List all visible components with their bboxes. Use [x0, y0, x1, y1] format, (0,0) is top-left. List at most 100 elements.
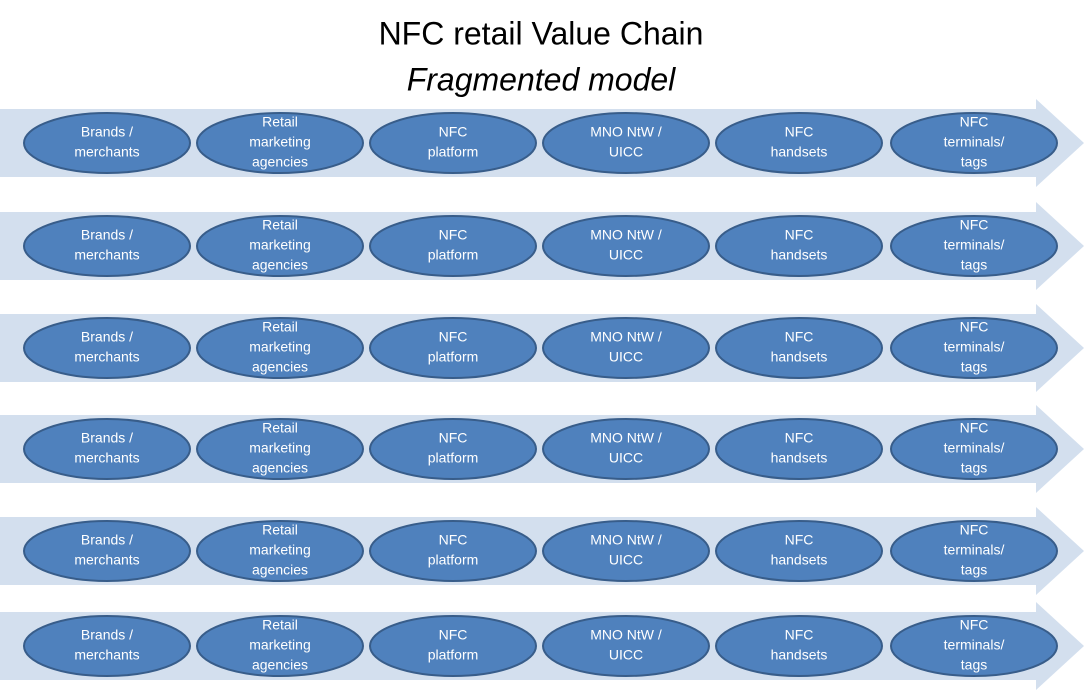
node-label: platform [428, 349, 479, 365]
node-label: agencies [252, 359, 308, 375]
node-label: merchants [74, 144, 139, 160]
node-label: NFC [785, 430, 814, 446]
node-label: tags [961, 154, 987, 170]
node-label: agencies [252, 562, 308, 578]
subtitle: Fragmented model [407, 61, 676, 97]
node-label: agencies [252, 657, 308, 673]
node [715, 418, 883, 480]
node-label: terminals/ [944, 542, 1005, 558]
node [23, 215, 191, 277]
node-label: NFC [439, 532, 468, 548]
node [715, 317, 883, 379]
node-label: terminals/ [944, 134, 1005, 150]
node [715, 520, 883, 582]
node-label: UICC [609, 144, 643, 160]
node-label: platform [428, 247, 479, 263]
node-label: marketing [249, 237, 310, 253]
node-label: NFC [439, 329, 468, 345]
node [890, 317, 1058, 379]
node-label: MNO NtW / [590, 329, 662, 345]
node [369, 215, 537, 277]
node-label: NFC [960, 319, 989, 335]
node-label: marketing [249, 542, 310, 558]
node-label: UICC [609, 647, 643, 663]
node-label: tags [961, 657, 987, 673]
node-label: terminals/ [944, 637, 1005, 653]
node-label: marketing [249, 339, 310, 355]
node-label: agencies [252, 257, 308, 273]
node-label: NFC [785, 627, 814, 643]
node-label: merchants [74, 647, 139, 663]
node-label: handsets [771, 144, 828, 160]
node-label: marketing [249, 440, 310, 456]
node [890, 215, 1058, 277]
node-label: MNO NtW / [590, 532, 662, 548]
node-label: merchants [74, 552, 139, 568]
node-label: Retail [262, 617, 298, 633]
node-label: NFC [785, 124, 814, 140]
node-label: merchants [74, 349, 139, 365]
node-label: NFC [960, 617, 989, 633]
node-label: marketing [249, 637, 310, 653]
node-label: NFC [785, 227, 814, 243]
node-label: NFC [785, 329, 814, 345]
node-label: MNO NtW / [590, 124, 662, 140]
node-label: platform [428, 552, 479, 568]
node [890, 418, 1058, 480]
node-label: agencies [252, 154, 308, 170]
node-label: marketing [249, 134, 310, 150]
node-label: tags [961, 460, 987, 476]
node-label: NFC [439, 124, 468, 140]
node-label: Brands / [81, 329, 133, 345]
node-label: Retail [262, 114, 298, 130]
node-label: NFC [439, 227, 468, 243]
node-label: Retail [262, 217, 298, 233]
node-label: Brands / [81, 124, 133, 140]
node-label: NFC [960, 522, 989, 538]
node [196, 418, 364, 480]
node-label: MNO NtW / [590, 430, 662, 446]
node-label: NFC [439, 430, 468, 446]
node [369, 112, 537, 174]
node [715, 215, 883, 277]
node-label: NFC [960, 217, 989, 233]
node [542, 615, 710, 677]
node [715, 615, 883, 677]
node [196, 615, 364, 677]
node [369, 418, 537, 480]
node [369, 615, 537, 677]
node [196, 520, 364, 582]
node-label: NFC [960, 420, 989, 436]
node-label: handsets [771, 247, 828, 263]
node [542, 520, 710, 582]
node [542, 215, 710, 277]
node [890, 520, 1058, 582]
node-label: terminals/ [944, 237, 1005, 253]
node-label: platform [428, 144, 479, 160]
node-label: platform [428, 647, 479, 663]
node-label: handsets [771, 647, 828, 663]
node-label: UICC [609, 450, 643, 466]
node [890, 615, 1058, 677]
node-label: Brands / [81, 227, 133, 243]
node-label: UICC [609, 247, 643, 263]
node-label: Retail [262, 420, 298, 436]
node-label: handsets [771, 552, 828, 568]
node-label: NFC [785, 532, 814, 548]
node-label: UICC [609, 552, 643, 568]
node [23, 112, 191, 174]
node-label: merchants [74, 247, 139, 263]
node-label: tags [961, 257, 987, 273]
node-label: Retail [262, 319, 298, 335]
node [369, 317, 537, 379]
node-label: terminals/ [944, 440, 1005, 456]
title: NFC retail Value Chain [379, 15, 704, 51]
node-label: MNO NtW / [590, 627, 662, 643]
node [196, 112, 364, 174]
node-label: terminals/ [944, 339, 1005, 355]
node-label: Brands / [81, 532, 133, 548]
node-label: agencies [252, 460, 308, 476]
node-label: Brands / [81, 627, 133, 643]
node [23, 317, 191, 379]
node [890, 112, 1058, 174]
